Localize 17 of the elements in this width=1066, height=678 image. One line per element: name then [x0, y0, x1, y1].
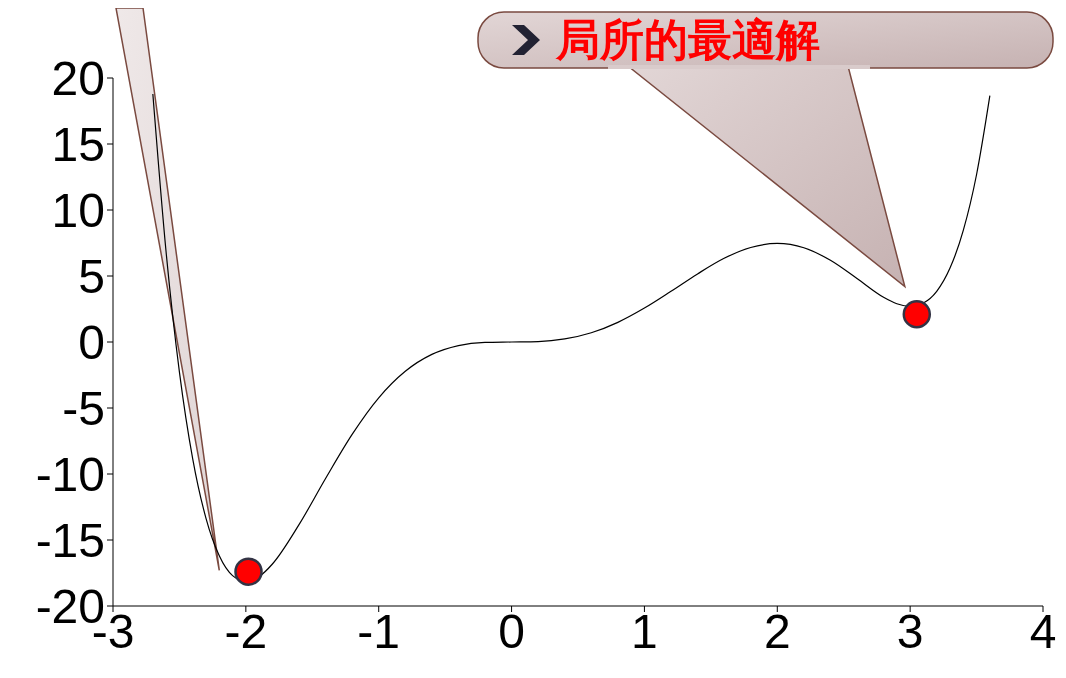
x-tick-label: 3 [896, 605, 924, 659]
y-tick-label: 20 [51, 52, 105, 106]
y-tick-label: 0 [78, 316, 105, 370]
text: 局所的最適解 [556, 14, 820, 65]
y-tick-label: -10 [35, 448, 105, 502]
x-tick-label: 2 [763, 605, 791, 659]
x-tick-label: 1 [631, 605, 658, 659]
y-tick-label: 15 [51, 118, 105, 172]
x-tick-label: 0 [498, 605, 525, 659]
y-tick-label: 10 [51, 184, 105, 238]
line-series [152, 93, 991, 582]
y-tick-label: -15 [35, 514, 105, 568]
y-tick-label: 5 [78, 250, 105, 304]
x-tick-label: -1 [357, 605, 401, 659]
x-tick-label: 4 [1029, 605, 1057, 659]
x-tick-label: -2 [224, 605, 268, 659]
y-tick-label: -5 [62, 382, 105, 436]
